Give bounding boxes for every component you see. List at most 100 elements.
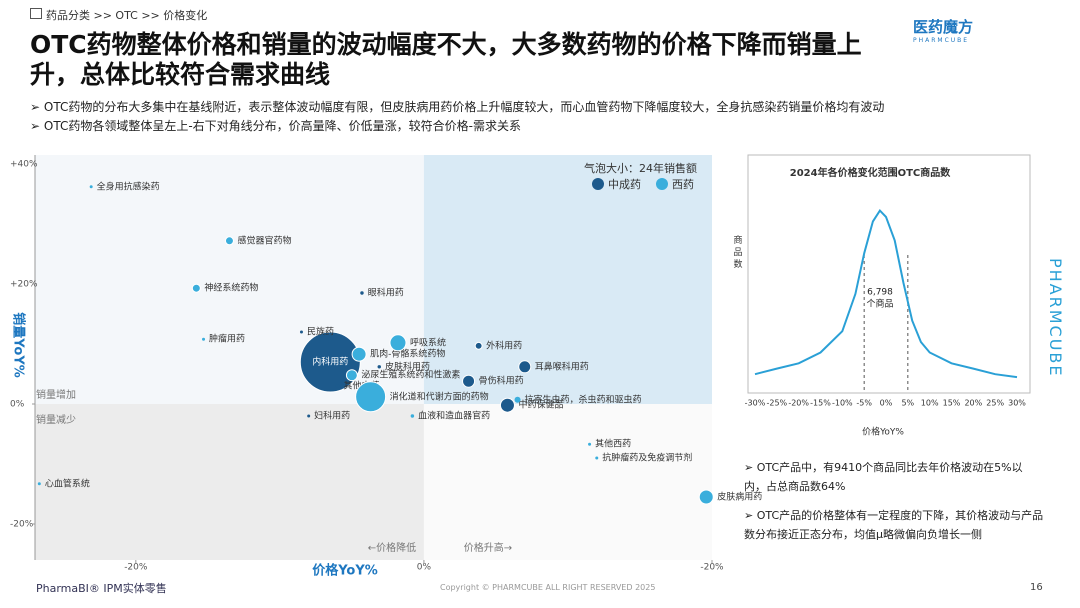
peak-unit: 个商品: [866, 298, 893, 310]
annotation: 销量增加: [36, 388, 76, 401]
legend-title: 气泡大小：24年销售额: [584, 161, 697, 175]
bubble-label: 皮肤病用药: [717, 491, 762, 503]
x-axis-title: 价格YoY%: [312, 563, 378, 579]
bubble-label: 肿瘤用药: [209, 333, 245, 345]
bubble-label: 其他西药: [595, 438, 631, 450]
annotation: 销量减少: [36, 413, 76, 426]
bubble: [360, 291, 364, 295]
breadcrumb-text: 药品分类 >> OTC >> 价格变化: [46, 9, 208, 22]
x-tick-label: 30%: [1008, 399, 1026, 408]
side-brand: PHARMCUBE: [1046, 258, 1065, 378]
quadrant: [423, 404, 712, 560]
legend-swatch: [592, 178, 604, 190]
bubble: [351, 346, 367, 362]
chart-title: 2024年各价格变化范围OTC商品数: [790, 166, 951, 179]
y-tick-label: +20%: [10, 280, 38, 290]
bubble: [299, 330, 303, 334]
bubble: [299, 331, 361, 393]
bubble: [514, 396, 521, 403]
bubble: [377, 365, 381, 369]
bubble: [224, 236, 234, 246]
bubble-label: 皮肤科用药: [385, 360, 430, 372]
bubble-label: 中药保健品: [518, 399, 563, 411]
x-tick-label: 5%: [901, 399, 914, 408]
x-tick-label: -30%: [745, 399, 766, 408]
quadrant: [35, 404, 424, 560]
bubble-label: 泌尿生殖系统药和性激素: [361, 369, 460, 381]
bubble: [345, 369, 358, 382]
bubble: [307, 414, 311, 418]
bubble-label: 感觉器官药物: [237, 234, 291, 246]
bubble: [474, 341, 483, 350]
x-axis-title: 价格YoY%: [862, 426, 904, 438]
bubble-label: 耳鼻喉科用药: [535, 360, 589, 372]
bubble: [389, 334, 407, 352]
bubble: [202, 337, 206, 341]
bubble-label: 眼科用药: [368, 287, 404, 299]
bubble-label: 民族药: [307, 326, 334, 338]
bubble-label: 骨伤科用药: [479, 375, 524, 387]
bubble: [518, 360, 532, 374]
x-tick-label: -10%: [832, 399, 853, 408]
x-tick-label: -5%: [856, 399, 872, 408]
bubble: [588, 442, 592, 446]
logo: 医药魔方 PHARMCUBE: [913, 16, 973, 44]
notes: ➢ OTC产品中，有9410个商品同比去年价格波动在5%以内，占总商品数64% ➢…: [744, 458, 1044, 554]
legend-label: 西药: [672, 178, 694, 191]
page-number: 16: [1030, 582, 1043, 593]
bubble: [335, 384, 340, 388]
bubble: [191, 283, 201, 293]
bubble-label: 神经系统药物: [204, 282, 258, 294]
bubble: [499, 397, 515, 413]
logo-sub: PHARMCUBE: [913, 37, 970, 44]
bullets: ➢ OTC药物的分布大多集中在基线附近，表示整体波动幅度有限，但皮肤病用药价格上…: [30, 98, 1050, 136]
bubble: [595, 456, 599, 460]
note: ➢ OTC产品中，有9410个商品同比去年价格波动在5%以内，占总商品数64%: [744, 461, 1023, 493]
bubble-label: 内科用药: [312, 356, 348, 368]
bullet: ➢ OTC药物的分布大多集中在基线附近，表示整体波动幅度有限，但皮肤病用药价格上…: [30, 100, 885, 114]
bubble: [410, 414, 415, 418]
x-tick-label: -20%: [788, 399, 809, 408]
x-tick-label: -25%: [766, 399, 787, 408]
annotation: ←价格降低: [368, 541, 416, 554]
x-tick-label: 10%: [921, 399, 939, 408]
breadcrumb: 药品分类 >> OTC >> 价格变化: [30, 7, 207, 23]
title: OTC药物整体价格和销量的波动幅度不大，大多数药物的价格下降而销量上升，总体比较…: [30, 30, 862, 89]
y-axis-title: 销量YoY%: [11, 312, 27, 378]
x-tick-label: -20%: [124, 563, 148, 573]
bubble-label: 全身用抗感染药: [97, 180, 160, 192]
bubble-label: 呼吸系统: [410, 336, 446, 348]
bubble: [37, 482, 41, 486]
x-tick-label: -15%: [810, 399, 831, 408]
y-tick-label: -20%: [10, 520, 34, 530]
x-tick-label: -20%: [700, 563, 724, 573]
note: ➢ OTC产品的价格整体有一定程度的下降，其价格波动与产品数分布接近正态分布，均…: [744, 509, 1044, 541]
bubble-label: 肌肉-骨骼系统药物: [370, 348, 445, 360]
bullet: ➢ OTC药物各领域整体呈左上-右下对角线分布，价高量降、价低量涨，较符合价格-…: [30, 119, 521, 133]
x-tick-label: 20%: [964, 399, 982, 408]
bubble-label: 抗寄生虫药，杀虫药和驱虫药: [525, 393, 642, 405]
bubble: [355, 381, 387, 413]
legend-label: 中成药: [608, 178, 641, 191]
y-tick-label: 0%: [10, 400, 25, 410]
bubble-label: 外科用药: [486, 339, 522, 351]
frame: [747, 154, 1031, 394]
bubble: [698, 489, 714, 505]
x-tick-label: 0%: [880, 399, 893, 408]
x-tick-label: 15%: [943, 399, 961, 408]
peak-label: 6,798: [867, 288, 893, 298]
bubble-label: 妇科用药: [314, 410, 350, 422]
annotation: 价格升高→: [464, 541, 512, 554]
y-tick-label: +40%: [10, 160, 38, 170]
line: [754, 209, 1018, 379]
logo-name: 医药魔方: [913, 18, 974, 36]
quadrant: [423, 155, 712, 404]
legend-swatch: [656, 178, 668, 190]
x-tick-label: 25%: [986, 399, 1004, 408]
bubble-label: 抗肿瘤药及免疫调节剂: [602, 452, 692, 464]
x-tick-label: 0%: [417, 563, 432, 573]
bubble: [89, 185, 93, 189]
bubble-label: 心血管系统: [45, 477, 90, 489]
